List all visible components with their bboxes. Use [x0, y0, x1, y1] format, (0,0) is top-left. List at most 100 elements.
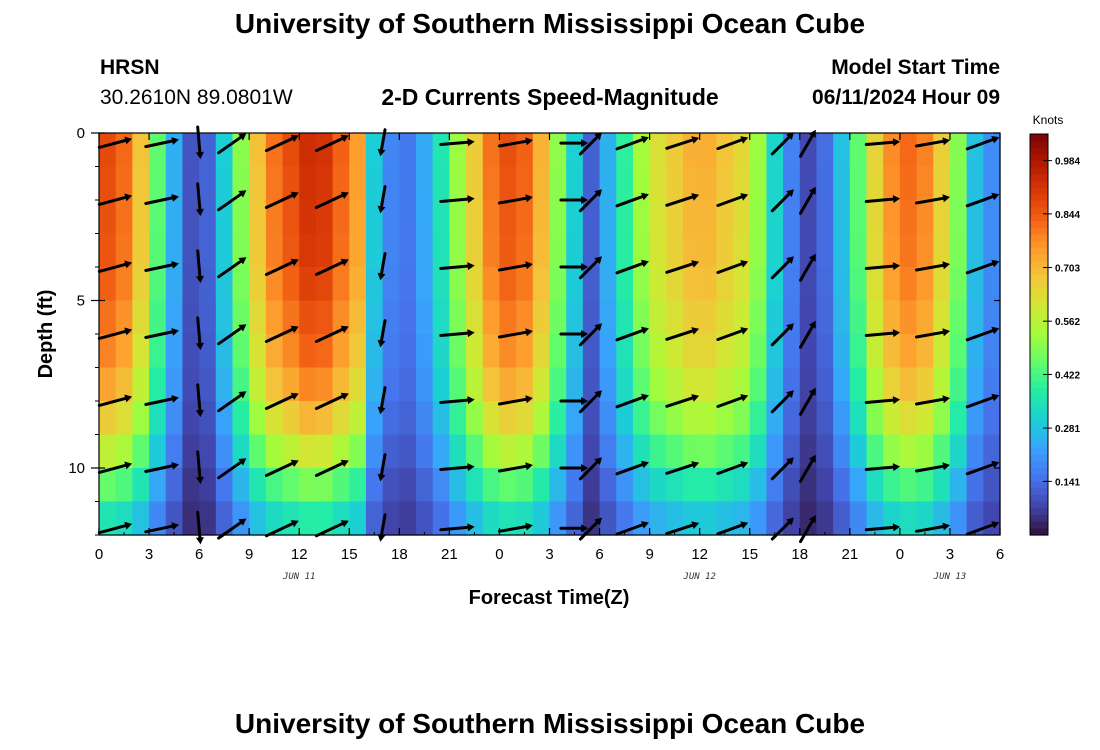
- heatmap-cell: [315, 300, 334, 335]
- arrow-head: [740, 327, 749, 335]
- heatmap-cell: [649, 166, 667, 201]
- current-arrow: [770, 256, 794, 280]
- current-arrow: [217, 324, 247, 346]
- heatmap-cell: [682, 233, 701, 268]
- arrow-shaft: [217, 326, 243, 346]
- heatmap-cell: [199, 367, 217, 402]
- heatmap-cell: [349, 267, 367, 302]
- heatmap-cell: [349, 334, 367, 369]
- heatmap-cell: [182, 200, 200, 235]
- heatmap-cell: [949, 434, 968, 469]
- top-title: University of Southern Mississippi Ocean…: [234, 8, 866, 39]
- heatmap-cell: [849, 468, 868, 503]
- heatmap-cell: [516, 501, 534, 536]
- heatmap-cell: [299, 166, 317, 201]
- arrow-shaft: [97, 396, 127, 407]
- heatmap-cell: [833, 133, 851, 168]
- arrow-shaft: [380, 185, 387, 208]
- x-axis-title: Forecast Time(Z): [469, 587, 630, 609]
- heatmap-cell: [449, 133, 467, 168]
- current-arrow: [314, 520, 349, 538]
- arrow-head: [808, 515, 816, 524]
- heatmap-cell: [299, 133, 317, 168]
- heatmap-cell: [115, 267, 133, 302]
- heatmap-cell: [382, 434, 400, 469]
- heatmap-cell: [165, 200, 184, 235]
- heatmap-cell: [799, 200, 818, 235]
- heatmap-cell: [966, 300, 984, 335]
- heatmap-cell: [416, 468, 434, 503]
- heatmap-cell: [883, 468, 901, 503]
- arrow-head: [892, 523, 901, 532]
- colorbar-segment: [1030, 287, 1048, 295]
- heatmap-cell: [766, 434, 784, 469]
- colorbar-segment: [1030, 434, 1048, 443]
- arrow-head: [581, 139, 589, 148]
- heatmap-cell: [866, 200, 884, 235]
- heatmap-cell: [382, 166, 400, 201]
- arrow-shaft: [799, 258, 814, 282]
- heatmap-cell: [582, 334, 601, 369]
- heatmap-cell: [232, 200, 250, 235]
- arrow-shaft: [915, 196, 945, 205]
- arrow-shaft: [665, 463, 694, 475]
- current-arrow: [559, 524, 589, 533]
- arrow-shaft: [770, 520, 791, 541]
- current-arrow: [314, 325, 349, 343]
- heatmap-cell: [416, 133, 434, 168]
- heatmap-cell: [399, 468, 417, 503]
- heatmap-cell: [649, 233, 667, 268]
- heatmap-cell: [866, 166, 884, 201]
- heatmap-cell: [783, 401, 801, 436]
- x-tick-label: 6: [595, 546, 603, 563]
- heatmap-cell: [716, 233, 734, 268]
- current-arrow: [716, 521, 749, 536]
- arrow-head: [892, 329, 901, 338]
- current-arrow: [217, 257, 247, 279]
- heatmap-cell: [365, 133, 384, 168]
- arrow-shaft: [144, 263, 174, 272]
- heatmap-cell: [783, 267, 801, 302]
- heatmap-cell: [215, 434, 234, 469]
- arrow-shaft: [97, 329, 127, 340]
- arrow-head: [581, 196, 589, 204]
- current-arrow: [965, 135, 1000, 151]
- heatmap-cell: [733, 166, 751, 201]
- heatmap-cell: [666, 233, 684, 268]
- arrow-shaft: [770, 259, 791, 280]
- heatmap-cell: [833, 334, 851, 369]
- arrow-shaft: [196, 383, 202, 412]
- heatmap-cell: [599, 133, 617, 168]
- current-arrow: [217, 458, 247, 480]
- arrow-head: [467, 262, 475, 271]
- heatmap-cell: [199, 334, 217, 369]
- heatmap-cell: [916, 267, 934, 302]
- heatmap-cell: [716, 468, 734, 503]
- heatmap-cell: [899, 334, 918, 369]
- heatmap-cell: [966, 133, 984, 168]
- arrow-shaft: [314, 522, 344, 538]
- colorbar-segment: [1030, 354, 1048, 362]
- heatmap-cell: [649, 200, 667, 235]
- heatmap-cell: [883, 200, 901, 235]
- arrow-shaft: [217, 460, 243, 480]
- arrow-shaft: [97, 524, 127, 535]
- date-label: JUN 12: [682, 572, 716, 582]
- heatmap-cell: [883, 133, 901, 168]
- current-arrow: [864, 396, 901, 405]
- heatmap-cell: [149, 434, 167, 469]
- heatmap-cell: [632, 468, 651, 503]
- heatmap-cell: [566, 133, 584, 168]
- heatmap-cell: [466, 233, 484, 268]
- heatmap-cell: [849, 200, 868, 235]
- heatmap-cell: [132, 367, 150, 402]
- x-tick-label: 18: [791, 546, 808, 563]
- heatmap-cell: [282, 434, 300, 469]
- heatmap-cell: [399, 501, 417, 536]
- colorbar-segment: [1030, 514, 1048, 523]
- heatmap-cell: [566, 300, 584, 335]
- arrow-shaft: [144, 196, 174, 205]
- heatmap-cell: [566, 166, 584, 201]
- heatmap-cell: [382, 267, 400, 302]
- current-arrow: [559, 263, 589, 271]
